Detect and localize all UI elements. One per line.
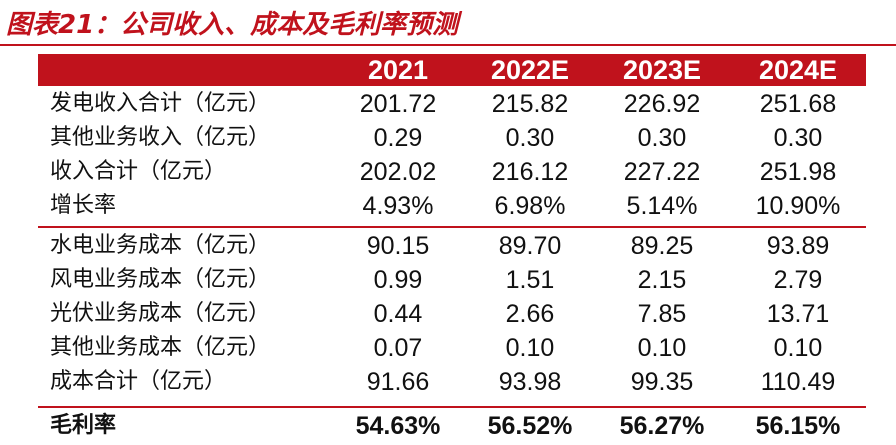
table-cell: 0.44	[373, 300, 423, 328]
table-cell: 89.70	[498, 232, 562, 260]
row-label: 成本合计（亿元）	[50, 369, 227, 394]
table-cell: 1.51	[505, 266, 555, 294]
table-row: 毛利率 54.63% 56.52% 56.27% 56.15%	[38, 409, 866, 443]
table-cell: 6.98%	[494, 192, 566, 220]
table-cell: 13.71	[766, 300, 830, 328]
table-cell: 56.15%	[755, 412, 841, 440]
table-cell: 251.68	[759, 90, 837, 118]
table-row: 成本合计（亿元） 91.66 93.98 99.35 110.49	[38, 365, 866, 399]
table-cell: 110.49	[760, 368, 836, 396]
table-cell: 93.89	[766, 232, 830, 260]
table-cell: 0.07	[373, 334, 423, 362]
table-cell: 0.30	[505, 124, 555, 152]
table-cell: 0.29	[373, 124, 423, 152]
table-cell: 2.79	[773, 266, 823, 294]
table-row: 其他业务成本（亿元） 0.07 0.10 0.10 0.10	[38, 331, 866, 365]
table-row: 光伏业务成本（亿元） 0.44 2.66 7.85 13.71	[38, 297, 866, 331]
row-label: 毛利率	[50, 413, 117, 438]
row-label: 其他业务成本（亿元）	[50, 335, 271, 360]
table-row: 增长率 4.93% 6.98% 5.14% 10.90%	[38, 189, 866, 223]
table-cell: 2.66	[505, 300, 555, 328]
column-header-2021: 2021	[367, 55, 429, 85]
row-label: 增长率	[50, 193, 117, 218]
table-cell: 89.25	[630, 232, 694, 260]
row-label: 发电收入合计（亿元）	[50, 91, 271, 116]
column-header-2023e: 2023E	[622, 55, 702, 85]
table-cell: 0.30	[773, 124, 823, 152]
table-row: 其他业务收入（亿元） 0.29 0.30 0.30 0.30	[38, 121, 866, 155]
table-header: 2021 2022E 2023E 2024E	[38, 54, 866, 86]
table-cell: 251.98	[759, 158, 837, 186]
title-underline	[0, 44, 896, 46]
column-header-2024e: 2024E	[758, 55, 838, 85]
table-cell: 93.98	[498, 368, 562, 396]
table-cell: 91.66	[366, 368, 430, 396]
total-divider	[38, 406, 866, 408]
section-divider	[38, 226, 866, 228]
row-label: 收入合计（亿元）	[50, 159, 227, 184]
table-cell: 54.63%	[355, 412, 441, 440]
table-cell: 99.35	[630, 368, 694, 396]
table-cell: 56.52%	[487, 412, 573, 440]
table-cell: 2.15	[637, 266, 687, 294]
table-cell: 227.22	[623, 158, 701, 186]
table-cell: 5.14%	[626, 192, 698, 220]
table-cell: 0.99	[373, 266, 423, 294]
row-label: 其他业务收入（亿元）	[50, 125, 271, 150]
table-row: 风电业务成本（亿元） 0.99 1.51 2.15 2.79	[38, 263, 866, 297]
table-cell: 56.27%	[619, 412, 705, 440]
table-cell: 202.02	[359, 158, 437, 186]
table-cell: 10.90%	[755, 192, 841, 220]
row-label: 风电业务成本（亿元）	[50, 267, 271, 292]
table-row: 收入合计（亿元） 202.02 216.12 227.22 251.98	[38, 155, 866, 189]
row-label: 光伏业务成本（亿元）	[50, 301, 271, 326]
table-cell: 226.92	[623, 90, 701, 118]
table-cell: 201.72	[359, 90, 437, 118]
row-label: 水电业务成本（亿元）	[50, 233, 271, 258]
table-cell: 4.93%	[362, 192, 434, 220]
table-cell: 215.82	[491, 90, 569, 118]
table-cell: 0.30	[637, 124, 687, 152]
table-cell: 0.10	[773, 334, 823, 362]
table-title: 图表21：公司收入、成本及毛利率预测	[6, 10, 459, 40]
table-row: 水电业务成本（亿元） 90.15 89.70 89.25 93.89	[38, 229, 866, 263]
table-row: 发电收入合计（亿元） 201.72 215.82 226.92 251.68	[38, 87, 866, 121]
table-cell: 0.10	[637, 334, 687, 362]
column-header-2022e: 2022E	[490, 55, 570, 85]
table-cell: 0.10	[505, 334, 555, 362]
table-cell: 90.15	[366, 232, 430, 260]
table-cell: 7.85	[637, 300, 687, 328]
table-cell: 216.12	[491, 158, 569, 186]
